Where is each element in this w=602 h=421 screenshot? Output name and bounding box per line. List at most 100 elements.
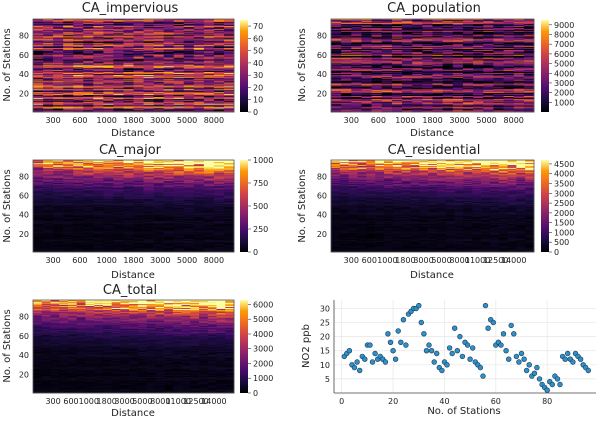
- heatmap-cell: [53, 224, 64, 226]
- heatmap-cell: [381, 92, 393, 95]
- heatmap-cell: [123, 89, 134, 92]
- heatmap-cell: [503, 64, 514, 66]
- heatmap-cell: [223, 250, 235, 252]
- heatmap-cell: [513, 87, 525, 89]
- heatmap-cell: [223, 74, 235, 76]
- heatmap-cell: [503, 67, 514, 70]
- heatmap-cell: [193, 91, 205, 94]
- heatmap-cell: [473, 72, 484, 74]
- heatmap-cell: [113, 71, 124, 73]
- heatmap-cell: [193, 60, 205, 62]
- heatmap-cell: [203, 79, 215, 81]
- heatmap-cell: [93, 34, 104, 36]
- heatmap-cell: [133, 219, 144, 221]
- heatmap-cell: [452, 82, 464, 84]
- heatmap-cell: [361, 80, 372, 82]
- heatmap-cell: [223, 215, 235, 218]
- heatmap-cell: [203, 44, 215, 47]
- heatmap-cell: [33, 37, 44, 39]
- heatmap-cell: [153, 207, 164, 209]
- heatmap-cell: [123, 71, 134, 73]
- heatmap-cell: [83, 225, 94, 227]
- heatmap-cell: [53, 212, 64, 214]
- heatmap-cell: [63, 107, 74, 109]
- heatmap-cell: [183, 53, 195, 55]
- heatmap-cell: [173, 205, 185, 207]
- heatmap-cell: [422, 43, 433, 46]
- heatmap-cell: [523, 72, 535, 74]
- heatmap-cell: [103, 46, 114, 49]
- heatmap-cell: [123, 218, 134, 221]
- heatmap-cell: [513, 54, 525, 56]
- heatmap-cell: [153, 223, 164, 225]
- heatmap-cell: [103, 54, 114, 56]
- heatmap-cell: [93, 64, 104, 66]
- heatmap-cell: [203, 107, 215, 109]
- heatmap-cell: [371, 45, 383, 48]
- heatmap-cell: [203, 89, 215, 92]
- heatmap-cell: [391, 31, 403, 33]
- heatmap-cell: [33, 213, 44, 215]
- heatmap-cell: [381, 78, 393, 80]
- heatmap-cell: [63, 202, 74, 204]
- heatmap-cell: [452, 58, 464, 60]
- heatmap-cell: [223, 61, 235, 63]
- heatmap-cell: [173, 81, 185, 83]
- heatmap-cell: [422, 74, 433, 76]
- heatmap-cell: [223, 207, 235, 209]
- heatmap-cell: [432, 96, 443, 98]
- heatmap-cell: [223, 57, 235, 59]
- heatmap-cell: [503, 77, 514, 79]
- heatmap-cell: [63, 60, 74, 62]
- heatmap-cell: [103, 82, 114, 84]
- heatmap-cell: [43, 247, 54, 249]
- heatmap-cell: [43, 206, 54, 208]
- heatmap-cell: [63, 97, 74, 99]
- heatmap-cell: [73, 39, 84, 41]
- heatmap-cell: [103, 81, 114, 83]
- heatmap-cell: [53, 250, 64, 252]
- colorbar-tick-label: 0: [253, 108, 258, 117]
- heatmap-cell: [442, 79, 454, 81]
- heatmap-cell: [43, 222, 54, 224]
- heatmap-cell: [153, 84, 164, 86]
- heatmap-cell: [442, 85, 454, 87]
- heatmap-cell: [153, 104, 164, 106]
- heatmap-cell: [173, 22, 185, 25]
- heatmap-cell: [163, 215, 174, 217]
- heatmap-cell: [143, 237, 154, 240]
- heatmap-cell: [381, 76, 393, 78]
- heatmap-cell: [173, 42, 185, 44]
- heatmap-cell: [473, 30, 484, 32]
- heatmap-cell: [143, 53, 154, 55]
- heatmap-cell: [83, 106, 94, 108]
- heatmap-cell: [33, 56, 44, 58]
- heatmap-cell: [53, 79, 64, 81]
- heatmap-cell: [33, 40, 44, 42]
- heatmap-cell: [381, 45, 393, 48]
- heatmap-cell: [473, 90, 484, 93]
- heatmap-cell: [123, 234, 134, 237]
- heatmap-cell: [473, 34, 484, 36]
- heatmap-cell: [203, 85, 215, 87]
- heatmap-cell: [493, 64, 504, 66]
- heatmap-cell: [412, 69, 423, 72]
- heatmap-cell: [63, 108, 74, 110]
- heatmap-cell: [493, 74, 504, 76]
- heatmap-cell: [113, 55, 124, 57]
- heatmap-cell: [93, 213, 104, 215]
- heatmap-cell: [193, 88, 205, 91]
- heatmap-cell: [331, 64, 342, 66]
- heatmap-cell: [462, 21, 474, 24]
- heatmap-cell: [432, 98, 443, 100]
- heatmap-cell: [513, 96, 525, 98]
- heatmap-cell: [452, 103, 464, 105]
- heatmap-cell: [422, 24, 433, 27]
- heatmap-cell: [351, 43, 362, 46]
- heatmap-cell: [483, 106, 494, 108]
- heatmap-cell: [83, 233, 94, 236]
- heatmap-cell: [143, 83, 154, 85]
- heatmap-cell: [103, 60, 114, 62]
- heatmap-cell: [331, 108, 342, 110]
- heatmap-cell: [452, 76, 464, 78]
